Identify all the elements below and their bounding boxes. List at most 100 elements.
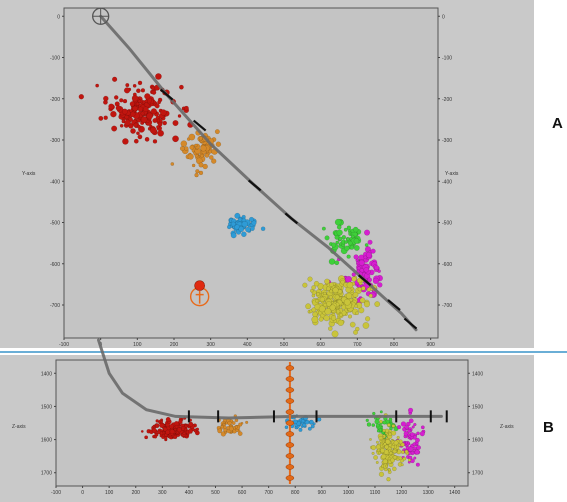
event-point-yellow	[402, 456, 407, 461]
event-point-yellow	[330, 315, 337, 321]
event-point-orange	[231, 421, 236, 425]
event-point-red	[119, 124, 124, 128]
event-point-red	[136, 88, 141, 94]
event-point-red	[156, 125, 160, 129]
y-tick-label-right: 1700	[472, 471, 483, 477]
event-point-yellow	[354, 304, 359, 308]
event-point-orange	[228, 426, 234, 432]
event-point-red	[140, 430, 144, 433]
event-point-yellow	[388, 432, 392, 437]
event-point-green	[336, 229, 343, 236]
event-point-red	[144, 99, 148, 103]
event-point-yellow	[328, 295, 333, 300]
event-point-yellow	[351, 276, 357, 282]
event-point-yellow	[326, 301, 332, 307]
event-point-yellow	[378, 471, 385, 477]
x-tick-label: 1000	[343, 490, 354, 496]
event-point-red	[157, 121, 163, 127]
event-point-yellow	[379, 439, 383, 443]
event-point-red	[155, 423, 160, 428]
event-point-orange	[202, 163, 208, 170]
event-point-magenta	[415, 437, 420, 443]
x-tick-label: 1100	[370, 490, 381, 496]
event-point-red	[144, 137, 150, 142]
event-point-red	[172, 135, 179, 143]
event-point-red	[154, 103, 160, 109]
event-point-yellow	[356, 277, 363, 284]
event-point-yellow	[346, 281, 354, 289]
event-point-red	[169, 429, 175, 435]
event-point-green	[344, 245, 350, 251]
event-point-blue	[245, 226, 251, 233]
event-point-red	[150, 86, 156, 91]
event-point-yellow	[369, 438, 372, 441]
panel-a-y-axis-label: Y-axis	[22, 171, 36, 177]
event-point-red	[143, 106, 149, 112]
event-point-yellow	[337, 319, 344, 326]
x-tick-label: -100	[51, 490, 61, 496]
event-point-red	[131, 95, 139, 102]
event-point-red	[112, 76, 118, 82]
event-point-magenta	[377, 282, 383, 288]
y-tick-label: -300	[50, 138, 60, 144]
event-point-yellow	[329, 304, 336, 311]
event-point-red	[179, 84, 184, 90]
event-point-red	[133, 138, 139, 144]
event-point-red	[165, 422, 170, 428]
event-point-yellow	[313, 281, 320, 287]
event-point-green	[347, 240, 353, 246]
observation-well-sensor	[285, 409, 295, 415]
event-point-orange	[189, 145, 195, 150]
event-point-orange	[195, 169, 200, 174]
event-point-yellow	[318, 305, 326, 313]
well-path	[97, 338, 443, 420]
event-point-red	[113, 95, 119, 100]
event-point-yellow	[368, 293, 373, 298]
x-tick-label: 0	[81, 490, 84, 496]
event-point-orange	[211, 158, 217, 164]
event-point-red	[182, 431, 186, 436]
event-point-magenta	[345, 275, 353, 283]
event-point-magenta	[408, 434, 412, 438]
event-point-orange	[222, 423, 226, 427]
event-point-red	[188, 421, 194, 427]
event-point-blue	[227, 224, 232, 230]
event-point-green	[365, 418, 369, 422]
event-point-red	[151, 90, 157, 95]
y-tick-label-right: 0	[442, 14, 445, 20]
event-point-orange	[200, 145, 207, 152]
event-point-magenta	[420, 425, 425, 430]
event-point-blue	[284, 425, 289, 429]
y-tick-label-right: -500	[442, 221, 452, 227]
event-point-red	[129, 101, 135, 107]
event-point-yellow	[392, 455, 398, 460]
event-point-blue	[241, 220, 248, 228]
event-point-magenta	[363, 267, 369, 273]
event-point-green	[334, 235, 340, 240]
event-point-orange	[220, 424, 224, 429]
event-point-green	[349, 245, 355, 250]
event-point-green	[382, 420, 387, 425]
observation-well-sensor	[285, 453, 295, 459]
event-point-yellow	[311, 293, 316, 298]
event-point-red	[178, 419, 183, 425]
event-point-magenta	[397, 425, 402, 430]
event-point-red	[172, 120, 179, 127]
event-point-yellow	[319, 296, 325, 302]
event-point-magenta	[405, 446, 410, 450]
event-point-red	[132, 105, 138, 112]
x-tick-label: 600	[316, 342, 325, 348]
observation-well-sensor	[285, 365, 295, 371]
event-point-red	[160, 420, 163, 424]
event-point-red	[137, 106, 144, 112]
event-point-orange	[204, 153, 210, 158]
event-point-magenta	[416, 431, 420, 436]
event-point-red	[103, 115, 108, 120]
event-point-orange	[184, 146, 189, 151]
event-point-red	[140, 88, 146, 93]
stage-tick	[387, 299, 401, 311]
event-point-magenta	[367, 239, 373, 245]
event-point-blue	[310, 424, 315, 429]
event-point-green	[353, 245, 360, 251]
